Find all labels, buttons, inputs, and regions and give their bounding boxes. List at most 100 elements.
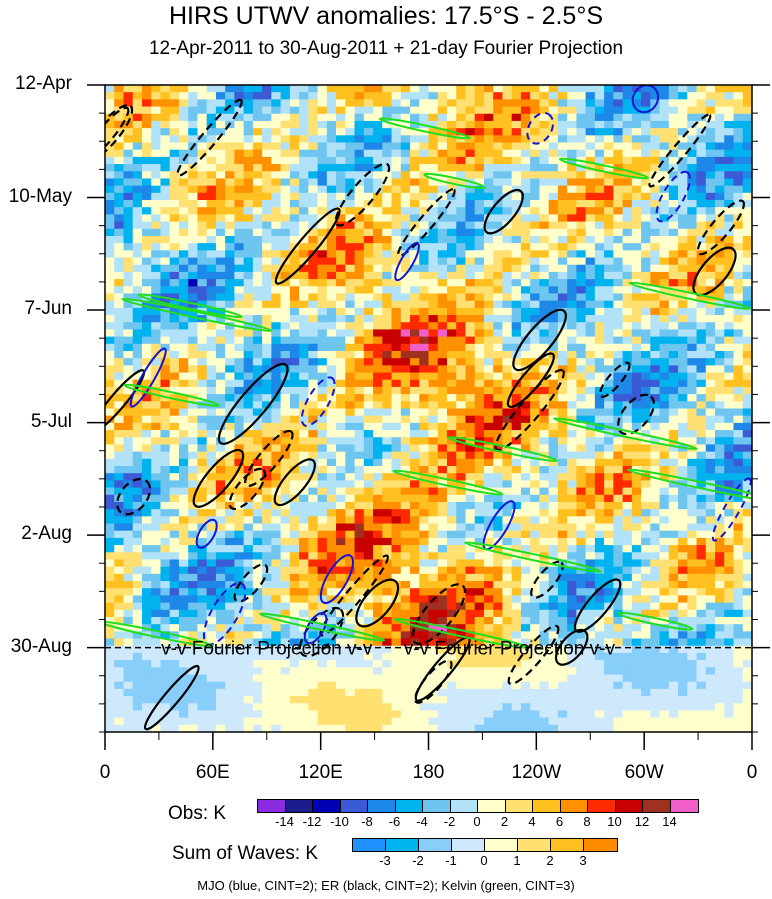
heatmap-cell: [299, 293, 309, 302]
heatmap-cell: [114, 494, 125, 503]
heatmap-cell: [668, 135, 679, 144]
heatmap-cell: [557, 537, 568, 546]
heatmap-cell: [733, 120, 744, 129]
heatmap-cell: [215, 192, 226, 201]
heatmap-cell: [520, 293, 531, 302]
heatmap-cell: [613, 501, 624, 510]
heatmap-cell: [105, 164, 115, 172]
heatmap-cell: [400, 135, 411, 144]
heatmap-cell: [178, 300, 189, 309]
heatmap-cell: [446, 257, 457, 266]
heatmap-cell: [474, 250, 485, 259]
heatmap-cell: [520, 178, 531, 187]
heatmap-cell: [317, 264, 328, 273]
heatmap-cell: [262, 99, 272, 108]
heatmap-cell: [465, 192, 476, 201]
heatmap-cell: [724, 343, 735, 352]
heatmap-cell: [493, 279, 504, 287]
heatmap-cell: [382, 437, 393, 446]
heatmap-cell: [539, 494, 550, 503]
heatmap-cell: [641, 307, 651, 316]
heatmap-cell: [243, 307, 254, 316]
heatmap-cell: [299, 264, 309, 273]
heatmap-cell: [391, 545, 402, 553]
heatmap-cell: [576, 386, 587, 395]
heatmap-cell: [308, 343, 319, 352]
heatmap-cell: [114, 451, 125, 460]
heatmap-cell: [243, 494, 254, 503]
heatmap-cell: [742, 192, 752, 201]
heatmap-cell: [483, 128, 494, 136]
heatmap-cell: [391, 523, 402, 532]
heatmap-cell: [530, 530, 541, 539]
heatmap-cell: [280, 516, 291, 525]
heatmap-cell: [622, 315, 633, 323]
heatmap-cell: [520, 494, 531, 503]
heatmap-cell: [123, 588, 134, 597]
heatmap-cell: [400, 343, 411, 352]
heatmap-cell: [336, 315, 346, 323]
heatmap-cell: [308, 228, 319, 237]
heatmap-cell: [631, 293, 642, 302]
heatmap-cell: [715, 451, 725, 460]
heatmap-cell: [243, 322, 254, 331]
heatmap-cell: [474, 537, 485, 546]
heatmap-cell: [678, 573, 688, 582]
heatmap-cell: [742, 581, 752, 589]
heatmap-cell: [326, 444, 337, 453]
heatmap-cell: [437, 92, 448, 100]
heatmap-cell: [410, 394, 420, 402]
heatmap-cell: [354, 451, 365, 460]
heatmap-cell: [114, 207, 125, 215]
heatmap-cell: [363, 530, 374, 539]
heatmap-cell: [234, 573, 245, 582]
heatmap-cell: [114, 156, 125, 165]
heatmap-cell: [225, 243, 235, 251]
heatmap-cell: [465, 85, 476, 93]
heatmap-cell: [696, 516, 707, 525]
heatmap-cell: [520, 451, 531, 460]
heatmap-cell: [668, 120, 679, 129]
heatmap-cell: [631, 523, 642, 532]
heatmap-cell: [650, 185, 661, 194]
heatmap-cell: [363, 85, 374, 93]
heatmap-cell: [373, 501, 383, 510]
heatmap-cell: [437, 437, 448, 446]
heatmap-cell: [641, 473, 651, 481]
heatmap-cell: [234, 545, 245, 553]
heatmap-cell: [234, 92, 245, 100]
heatmap-cell: [474, 336, 485, 345]
heatmap-cell: [345, 336, 356, 345]
heatmap-cell: [114, 480, 125, 489]
heatmap-cell: [354, 559, 365, 568]
heatmap-cell: [206, 293, 217, 302]
heatmap-cell: [539, 545, 550, 553]
heatmap-cell: [604, 250, 614, 259]
heatmap-cell: [308, 293, 319, 302]
heatmap-cell: [289, 120, 300, 129]
heatmap-cell: [493, 149, 504, 158]
heatmap-cell: [280, 422, 291, 431]
heatmap-cell: [539, 128, 550, 136]
heatmap-cell: [650, 207, 661, 215]
heatmap-cell: [604, 113, 614, 122]
heatmap-cell: [326, 192, 337, 201]
heatmap-cell: [160, 264, 171, 273]
heatmap-cell: [326, 243, 337, 251]
heatmap-cell: [114, 235, 125, 244]
heatmap-cell: [225, 458, 235, 467]
heatmap-cell: [132, 501, 143, 510]
heatmap-cell: [326, 99, 337, 108]
heatmap-cell: [243, 401, 254, 410]
heatmap-cell: [326, 228, 337, 237]
heatmap-cell: [391, 372, 402, 381]
heatmap-cell: [724, 221, 735, 230]
heatmap-cell: [428, 307, 439, 316]
heatmap-cell: [400, 458, 411, 467]
heatmap-cell: [585, 207, 596, 215]
heatmap-cell: [308, 185, 319, 194]
heatmap-cell: [252, 509, 263, 517]
heatmap-cell: [354, 264, 365, 273]
heatmap-cell: [225, 358, 235, 366]
heatmap-cell: [502, 350, 513, 359]
